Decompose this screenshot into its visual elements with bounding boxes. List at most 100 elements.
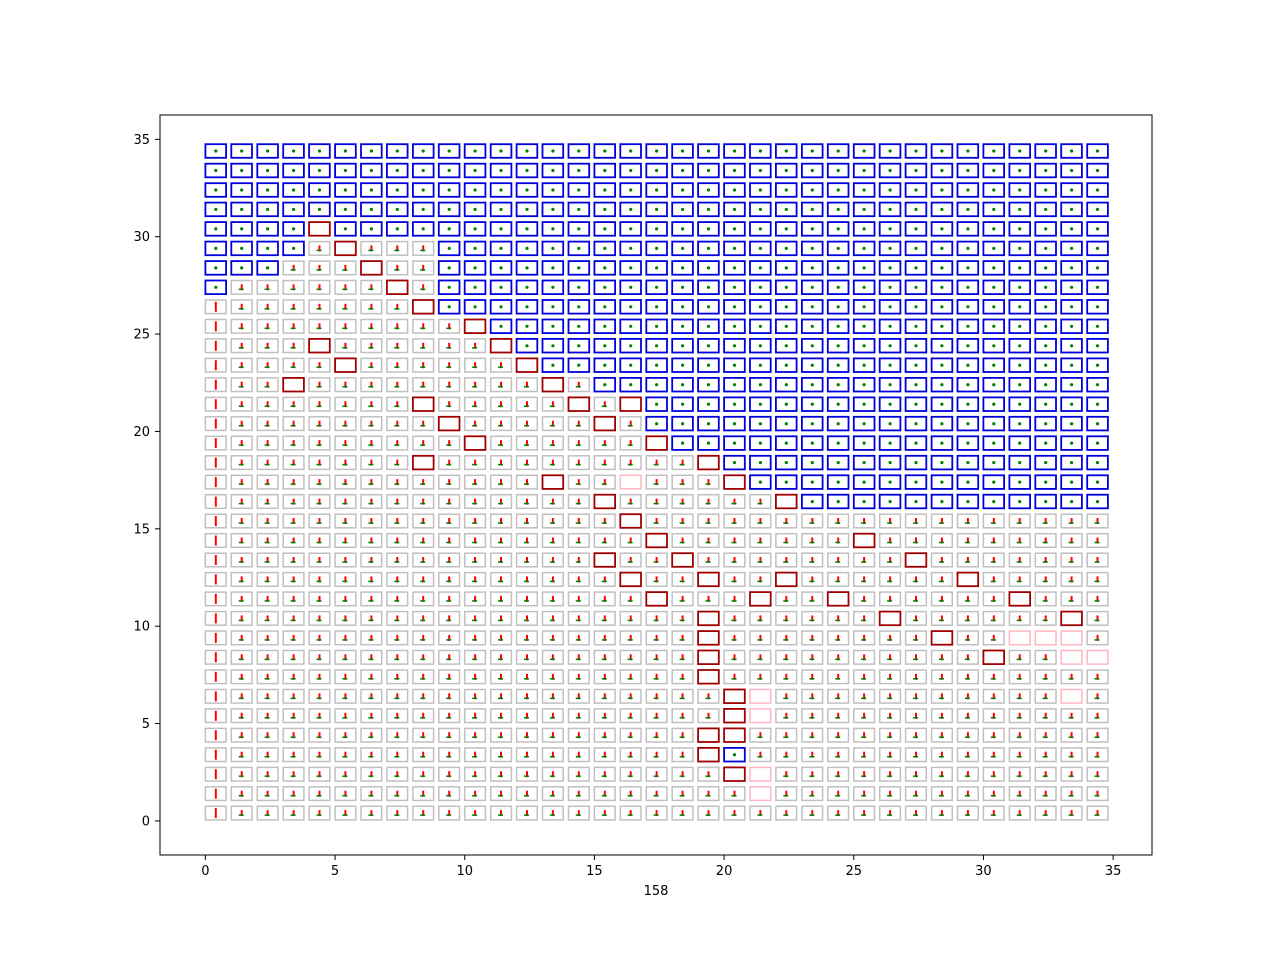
cell-dot <box>343 168 347 173</box>
cell-dot <box>681 344 685 348</box>
cell-dot <box>473 305 477 309</box>
grid-cell-gray <box>697 532 720 549</box>
grid-cell-gray <box>515 688 539 704</box>
grid-cell-blue <box>567 260 591 276</box>
grid-cell-blue <box>826 143 850 159</box>
grid-cell-blue <box>282 240 305 257</box>
grid-cell-blue <box>723 201 746 218</box>
grid-cell-blue <box>1034 143 1057 159</box>
grid-cell-dark_red <box>697 649 720 666</box>
grid-cell-gray <box>878 766 902 782</box>
grid-cell-gray <box>878 532 902 549</box>
cell-dot <box>214 188 218 192</box>
grid-cell-gray <box>438 377 461 393</box>
grid-cell-blue <box>723 279 746 296</box>
grid-cell-gray <box>1060 747 1083 763</box>
grid-cell-blue <box>671 299 694 315</box>
grid-cell-gray <box>827 688 850 704</box>
cell-dot <box>1095 363 1100 367</box>
grid-cell-blue <box>1034 201 1057 218</box>
grid-cell-gray <box>204 630 227 646</box>
cell-dot <box>629 246 633 250</box>
cell-dot <box>862 383 866 387</box>
cell-dot <box>810 383 814 387</box>
grid-cell-gray <box>593 435 616 451</box>
cell-dot <box>655 149 659 153</box>
cell-dot <box>1044 168 1048 173</box>
cell-dot <box>862 324 866 328</box>
grid-cell-blue <box>645 143 668 159</box>
grid-cell-blue <box>930 260 954 276</box>
grid-cell-blue <box>437 260 461 276</box>
grid-cell-blue <box>541 357 565 373</box>
grid-cell-gray <box>230 532 253 549</box>
grid-cell-gray <box>1034 747 1057 763</box>
cell-dot <box>888 480 892 484</box>
grid-cell-blue <box>567 182 591 198</box>
grid-cell-blue <box>1060 182 1083 198</box>
grid-cell-blue <box>541 221 565 237</box>
grid-cell-blue <box>619 260 642 276</box>
grid-cell-gray <box>489 416 513 432</box>
grid-cell-gray <box>827 630 850 646</box>
cell-dot <box>499 285 503 289</box>
grid-cell-dark_red <box>723 766 746 782</box>
grid-cell-gray <box>386 338 409 354</box>
grid-cell-gray <box>827 513 850 529</box>
grid-cell-blue <box>463 221 487 237</box>
cell-dot <box>629 207 633 211</box>
grid-cell-gray <box>801 513 824 529</box>
grid-cell-blue <box>256 182 279 198</box>
cell-dot <box>810 402 814 406</box>
grid-cell-gray <box>904 513 928 529</box>
grid-cell-gray <box>489 649 513 665</box>
grid-cell-gray <box>541 571 564 587</box>
grid-cell-blue <box>826 201 850 218</box>
grid-cell-gray <box>1086 805 1109 821</box>
grid-cell-gray <box>282 708 305 724</box>
cell-dot <box>603 383 607 387</box>
x-tick-label: 0 <box>201 864 209 879</box>
cell-dot <box>1095 480 1100 484</box>
grid-cell-gray <box>282 299 305 315</box>
cell-dot <box>1070 324 1074 328</box>
cell-dot <box>810 324 814 328</box>
grid-cell-blue <box>567 357 591 373</box>
grid-cell-blue <box>334 143 357 159</box>
cell-dot <box>706 266 711 270</box>
grid-cell-gray <box>1086 552 1109 568</box>
cell-dot <box>810 266 814 270</box>
grid-cell-blue <box>1008 415 1032 432</box>
grid-cell-blue <box>489 162 513 179</box>
cell-dot <box>888 227 892 231</box>
grid-cell-blue <box>360 201 383 218</box>
grid-cell-blue <box>204 240 227 257</box>
cell-dot <box>706 168 711 173</box>
cell-dot <box>758 168 763 173</box>
grid-cell-blue <box>904 318 928 335</box>
grid-cell-blue <box>852 299 876 315</box>
cell-dot <box>732 168 737 173</box>
grid-cell-gray <box>982 786 1005 802</box>
cell-dot <box>914 422 918 426</box>
grid-cell-gray <box>723 649 746 665</box>
cell-dot <box>525 188 529 192</box>
grid-cell-blue <box>1086 415 1109 432</box>
grid-cell-gray <box>386 513 409 529</box>
cell-dot <box>914 188 918 192</box>
grid-cell-gray <box>1086 669 1109 685</box>
grid-cell-gray <box>723 552 746 568</box>
grid-cell-blue <box>1060 376 1083 393</box>
cell-dot <box>914 441 918 445</box>
cell-dot <box>525 324 529 328</box>
grid-cell-gray <box>619 786 642 802</box>
grid-cell-blue <box>904 474 928 490</box>
grid-cell-blue <box>749 201 772 218</box>
grid-cell-gray <box>463 396 487 412</box>
cell-dot <box>862 344 866 348</box>
grid-cell-blue <box>697 201 720 218</box>
grid-cell-gray <box>412 571 435 587</box>
grid-cell-gray <box>930 805 954 821</box>
grid-cell-blue <box>385 143 409 159</box>
cell-dot <box>499 246 503 250</box>
